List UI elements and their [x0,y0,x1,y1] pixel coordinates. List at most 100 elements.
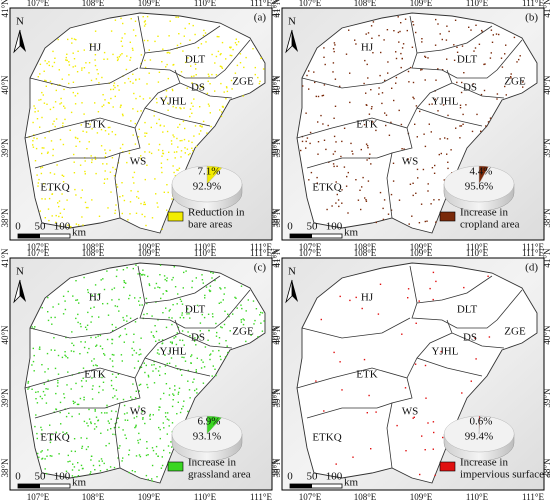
region-label: DS [191,332,205,344]
change-pixel [151,315,153,317]
change-pixel [151,478,153,480]
change-pixel [167,109,169,111]
change-pixel [41,166,44,168]
change-pixel [183,400,185,402]
change-pixel [201,125,203,128]
change-pixel [375,411,377,413]
change-pixel [480,93,483,96]
change-pixel [115,376,117,378]
change-pixel [139,95,141,98]
change-pixel [146,132,148,134]
change-pixel [102,389,104,391]
change-pixel [160,467,163,469]
change-pixel [165,66,167,68]
change-pixel [51,455,53,457]
change-pixel [209,290,211,293]
change-pixel [69,226,71,228]
scale-bar [290,234,312,238]
change-pixel [335,202,337,204]
change-pixel [210,271,212,274]
change-pixel [364,59,366,62]
change-pixel [101,76,103,79]
change-pixel [33,354,35,357]
change-pixel [160,162,163,164]
change-pixel [142,98,145,100]
change-pixel [199,125,201,127]
change-pixel [366,104,368,106]
change-pixel [187,410,189,413]
change-pixel [177,169,179,171]
change-pixel [178,33,180,35]
change-pixel [475,358,477,360]
change-pixel [156,122,158,125]
change-pixel [37,185,39,187]
lat-tick-label: 40°N [270,75,280,95]
change-pixel [82,224,84,226]
change-pixel [90,459,92,461]
change-pixel [231,88,233,90]
change-pixel [52,148,54,151]
change-pixel [174,389,176,391]
change-pixel [224,287,226,289]
change-pixel [85,206,88,209]
change-pixel [421,41,423,43]
change-pixel [336,165,338,167]
lat-tick-label: 38°N [270,458,280,478]
change-pixel [406,29,408,32]
change-pixel [193,378,195,380]
change-pixel [407,297,409,299]
region-label: YJHL [432,96,459,108]
change-pixel [121,37,123,39]
change-pixel [87,311,89,314]
change-pixel [135,79,137,81]
change-pixel [393,99,395,102]
change-pixel [306,74,308,77]
north-label: N [16,266,24,278]
change-pixel [221,326,223,329]
change-pixel [308,179,310,181]
change-pixel [73,153,75,156]
change-pixel [361,307,363,310]
change-pixel [88,418,91,420]
scale-label: 0 [15,471,21,483]
change-pixel [216,331,218,334]
change-pixel [166,184,168,186]
change-pixel [195,371,197,373]
change-pixel [135,264,137,266]
change-pixel [91,315,93,318]
scale-unit: km [72,227,87,239]
change-pixel [157,286,159,288]
change-pixel [98,316,100,318]
change-pixel [240,304,242,306]
change-pixel [146,383,148,386]
change-pixel [104,99,106,101]
change-pixel [64,354,66,356]
change-pixel [383,39,385,41]
change-pixel [118,426,120,429]
change-pixel [72,81,75,83]
change-pixel [323,139,326,141]
change-pixel [41,397,43,400]
change-pixel [66,53,68,55]
change-pixel [216,35,218,38]
change-pixel [333,351,335,354]
change-pixel [73,172,76,174]
change-pixel [184,152,186,154]
change-pixel [324,63,326,66]
change-pixel [142,418,144,420]
change-pixel [43,102,46,104]
change-pixel [80,464,83,467]
change-pixel [118,447,120,449]
change-pixel [133,182,135,184]
change-pixel [66,59,68,62]
change-pixel [81,189,83,191]
change-pixel [81,67,83,69]
change-pixel [151,364,153,366]
lon-tick-label: 111°E [522,492,544,502]
change-pixel [32,144,34,146]
change-pixel [210,125,212,128]
change-pixel [44,137,46,139]
change-pixel [94,469,96,471]
change-pixel [431,103,433,105]
change-pixel [143,21,146,23]
